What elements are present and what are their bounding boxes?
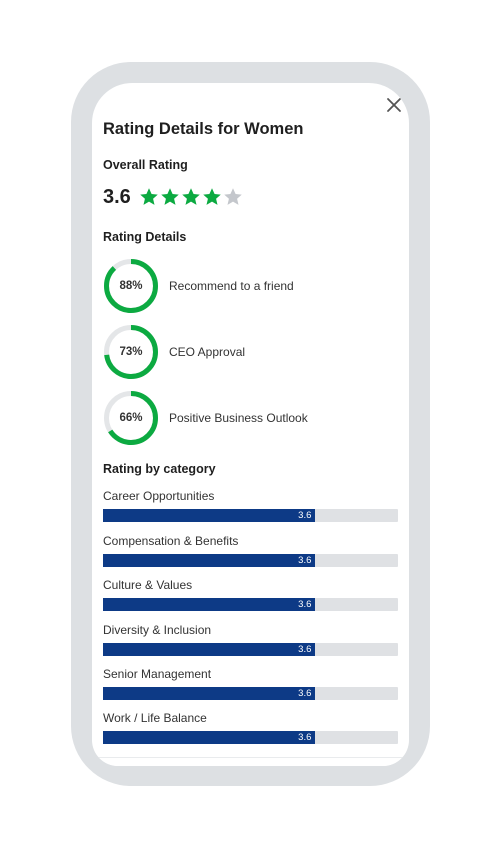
- star-filled-icon: [140, 188, 158, 205]
- category-bar: 3.6: [103, 554, 398, 567]
- overall-rating-heading: Overall Rating: [103, 158, 188, 172]
- donut-percentage: 73%: [119, 346, 143, 358]
- category-value: 3.6: [298, 688, 312, 699]
- rating-detail-row: 66% Positive Business Outlook: [103, 390, 398, 446]
- rating-details-modal: Rating Details for Women Overall Rating …: [92, 83, 409, 766]
- close-icon: [387, 98, 401, 112]
- category-bar: 3.6: [103, 643, 398, 656]
- star-rating: [139, 187, 244, 207]
- category-label: Senior Management: [103, 667, 212, 681]
- overall-score: 3.6: [103, 185, 131, 208]
- rating-detail-label: CEO Approval: [169, 345, 246, 359]
- rating-detail-label: Positive Business Outlook: [169, 411, 308, 425]
- percentage-donut: 66%: [103, 390, 159, 446]
- category-bar: 3.6: [103, 687, 398, 700]
- rating-details-heading: Rating Details: [103, 230, 187, 244]
- category-value: 3.6: [298, 555, 312, 566]
- rating-by-category-heading: Rating by category: [103, 462, 216, 476]
- star-filled-icon: [161, 188, 179, 205]
- category-rating: Work / Life Balance 3.6: [103, 711, 398, 744]
- category-value: 3.6: [298, 599, 312, 610]
- category-label: Diversity & Inclusion: [103, 623, 212, 637]
- category-bar: 3.6: [103, 509, 398, 522]
- star-filled-icon: [182, 188, 200, 205]
- percentage-donut: 73%: [103, 324, 159, 380]
- category-rating: Career Opportunities 3.6: [103, 489, 398, 522]
- category-rating: Compensation & Benefits 3.6: [103, 534, 398, 567]
- modal-content: Rating Details for Women Overall Rating …: [103, 83, 401, 766]
- category-label: Culture & Values: [103, 578, 193, 592]
- percentage-donut: 88%: [103, 258, 159, 314]
- category-bar-fill: 3.6: [103, 687, 316, 700]
- category-label: Compensation & Benefits: [103, 534, 239, 548]
- star-empty-icon: [224, 188, 242, 205]
- rating-detail-label: Recommend to a friend: [169, 279, 294, 293]
- category-value: 3.6: [298, 644, 312, 655]
- donut-percentage: 88%: [119, 280, 143, 292]
- overall-rating-row: 3.6: [103, 183, 244, 211]
- category-label: Work / Life Balance: [103, 711, 207, 725]
- modal-bottom-edge: [92, 757, 409, 766]
- category-value: 3.6: [298, 732, 312, 743]
- rating-detail-row: 73% CEO Approval: [103, 324, 398, 380]
- donut-percentage: 66%: [119, 412, 143, 424]
- category-bar-fill: 3.6: [103, 554, 316, 567]
- star-filled-icon: [203, 188, 221, 205]
- category-bar-fill: 3.6: [103, 731, 316, 744]
- category-bar-fill: 3.6: [103, 643, 316, 656]
- rating-detail-row: 88% Recommend to a friend: [103, 258, 398, 314]
- category-rating: Senior Management 3.6: [103, 667, 398, 700]
- close-button[interactable]: [386, 97, 402, 113]
- category-value: 3.6: [298, 510, 312, 521]
- category-rating: Diversity & Inclusion 3.6: [103, 623, 398, 656]
- category-rating: Culture & Values 3.6: [103, 578, 398, 611]
- category-label: Career Opportunities: [103, 489, 215, 503]
- modal-title: Rating Details for Women: [103, 120, 304, 138]
- category-bar: 3.6: [103, 731, 398, 744]
- category-bar-fill: 3.6: [103, 509, 316, 522]
- category-bar-fill: 3.6: [103, 598, 316, 611]
- category-bar: 3.6: [103, 598, 398, 611]
